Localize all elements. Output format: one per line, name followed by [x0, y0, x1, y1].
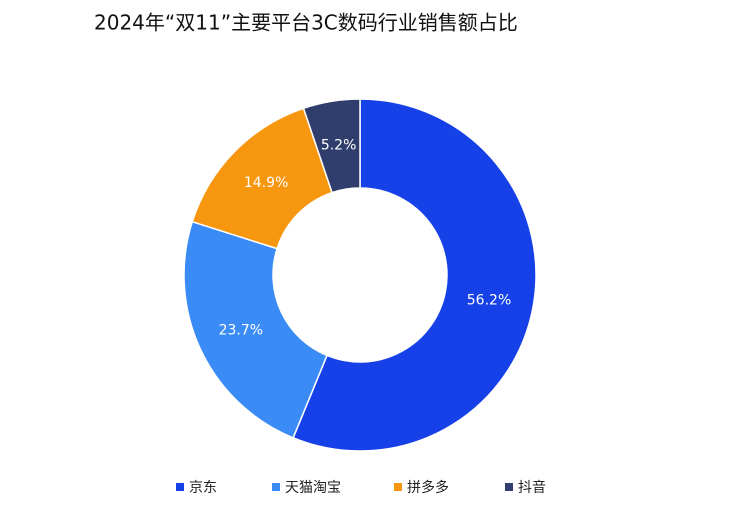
legend-label: 拼多多 [407, 479, 449, 496]
legend-marker [394, 483, 402, 491]
legend-label: 天猫淘宝 [285, 480, 341, 496]
slice [302, 98, 361, 194]
data-label: 14.9% [244, 175, 288, 191]
chart-title: 2024年“双11”主要平台3C数码行业销售额占比 [94, 11, 518, 35]
legend-marker [176, 483, 184, 491]
data-label: 56.2% [467, 292, 511, 308]
legend-label: 抖音 [518, 479, 546, 496]
legend-marker [272, 483, 280, 491]
slice [292, 98, 537, 452]
slice [183, 220, 328, 439]
data-label: 5.2% [321, 137, 357, 153]
legend-marker [505, 483, 513, 491]
data-label: 23.7% [219, 323, 263, 339]
legend-label: 京东 [189, 480, 217, 496]
